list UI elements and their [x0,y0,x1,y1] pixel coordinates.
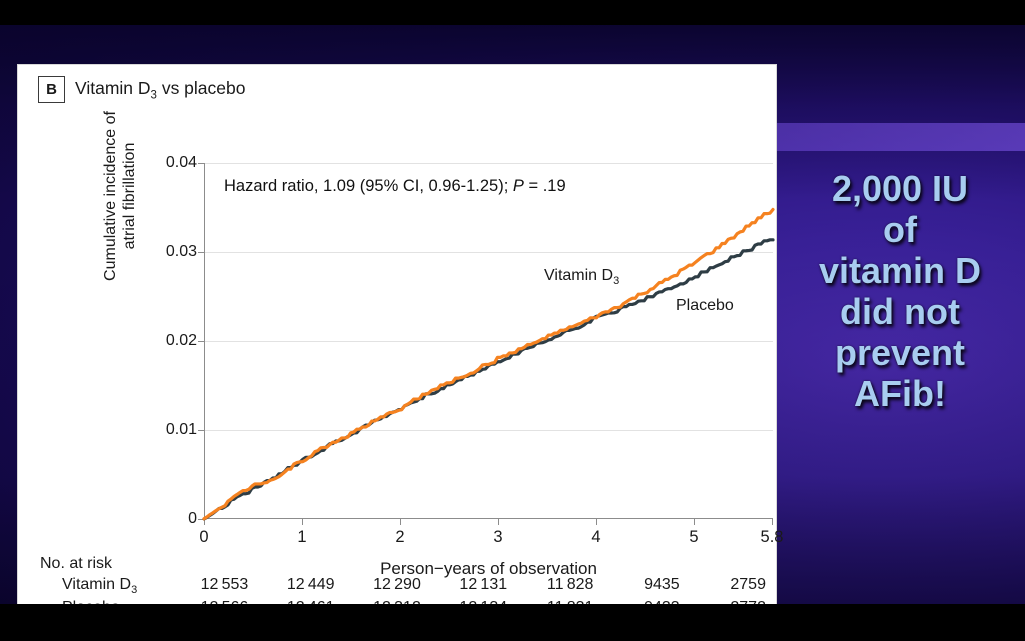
letterbox-top [0,0,1025,25]
takeaway-line-2: vitamin D [818,250,982,292]
risk-value: 2772 [690,598,776,604]
risk-value: 11 828 [546,576,594,593]
figure-card: B Vitamin D3 vs placebo Cumulative incid… [18,65,784,604]
x-tick-label-4: 4 [591,528,601,546]
risk-value: 12 566 [172,598,258,604]
y-tick-label-3: 0.03 [165,243,197,260]
risk-row-name-main: Placebo [62,599,120,604]
x-tickmark-0 [204,519,206,525]
y-tick-label-1: 0.01 [165,421,197,438]
takeaway-text: 2,000 IU of vitamin D did not prevent AF… [780,168,1020,414]
hazard-ratio-text: Hazard ratio, 1.09 (95% CI, 0.96-1.25); [224,177,513,195]
panel-badge: B [38,76,65,103]
gridline-0.02 [204,341,773,342]
vitamin-d-curve [202,207,775,521]
y-tickmark-0.04 [198,163,204,165]
risk-row-values: 12 566 12 461 12 312 12 134 11 831 9433 … [172,598,776,604]
gridline-0.01 [204,430,773,431]
p-symbol: P [512,177,524,195]
panel-title: Vitamin D3 vs placebo [75,78,245,102]
takeaway-line-3: did not [840,291,960,333]
risk-table-title: No. at risk [40,555,113,572]
survival-curves [202,207,775,521]
y-axis-label-line2: atrial fibrillation [120,142,138,250]
placebo-curve [202,238,775,521]
x-tick-label-0: 0 [199,528,209,546]
y-tickmark-0.01 [198,430,204,432]
risk-row-name: Placebo [40,598,172,604]
risk-value: 9433 [603,598,689,604]
placebo-curve-label: Placebo [676,297,734,314]
takeaway-line-4: prevent [834,332,966,374]
x-tickmark-5 [694,519,696,525]
takeaway-line-5: AFib! [854,373,946,415]
risk-row-name-main: Vitamin D [62,576,132,593]
risk-value: 12 449 [286,576,335,593]
takeaway-line-0: 2,000 IU [831,168,969,209]
risk-value: 12 553 [200,576,249,593]
risk-value: 12 461 [258,598,344,604]
x-tick-label-2: 2 [395,528,405,546]
panel-title-main: Vitamin D [75,77,151,98]
risk-row-values: 12 553 12 449 12 290 12 131 11 828 9435 … [172,575,776,595]
x-axis-label: Person−years of observation [380,559,597,578]
panel-header: B Vitamin D3 vs placebo [38,76,245,103]
risk-value: 12 312 [345,598,431,604]
x-tickmark-5.8 [772,519,774,525]
x-tickmark-1 [302,519,304,525]
x-tick-label-1: 1 [297,528,307,546]
vitamin-d-label-subscript: 3 [613,275,620,288]
x-tick-label-3: 3 [493,528,503,546]
gridline-0.04 [204,163,773,164]
hazard-ratio-annotation: Hazard ratio, 1.09 (95% CI, 0.96-1.25); … [224,177,566,196]
y-tick-label-4: 0.04 [165,154,197,171]
y-tick-label-0: 0 [188,510,197,527]
y-axis-label: Cumulative incidence of atrial fibrillat… [102,51,140,341]
y-tick-label-2: 0.02 [165,332,197,349]
table-row: Placebo 12 566 12 461 12 312 12 134 11 8… [40,598,776,604]
x-tick-label-5.8: 5.8 [760,528,784,546]
risk-value: 9435 [644,576,680,593]
risk-value: 12 134 [431,598,517,604]
vitamin-d-curve-label: Vitamin D3 [544,267,619,287]
x-tick-label-5: 5 [689,528,699,546]
y-tickmark-0.03 [198,252,204,254]
y-tickmark-0 [198,519,204,521]
table-row: Vitamin D3 12 553 12 449 12 290 12 131 1… [40,575,776,598]
takeaway-line-1: of [883,209,917,251]
y-tickmark-0.02 [198,341,204,343]
risk-value: 11 831 [517,598,603,604]
panel-title-subscript: 3 [150,89,157,102]
x-tickmark-2 [400,519,402,525]
vitamin-d-label-main: Vitamin D [544,267,614,284]
risk-row-name: Vitamin D3 [40,575,172,598]
x-tickmark-4 [596,519,598,525]
presentation-slide: B Vitamin D3 vs placebo Cumulative incid… [0,25,1025,604]
risk-value: 2759 [730,576,766,593]
gridline-0.03 [204,252,773,253]
risk-row-name-subscript: 3 [131,584,138,597]
p-value: = .19 [523,177,566,195]
plot-area: Hazard ratio, 1.09 (95% CI, 0.96-1.25); … [166,154,784,546]
risk-value: 12 131 [459,576,508,593]
x-tickmark-3 [498,519,500,525]
risk-value: 12 290 [373,576,421,593]
y-axis-label-line1: Cumulative incidence of [102,111,119,281]
risk-table: No. at risk Vitamin D3 12 553 12 449 12 … [40,555,776,604]
x-axis-line [204,517,773,519]
letterbox-bottom [0,604,1025,641]
panel-title-rest: vs placebo [156,77,246,98]
y-axis-line [204,163,206,519]
